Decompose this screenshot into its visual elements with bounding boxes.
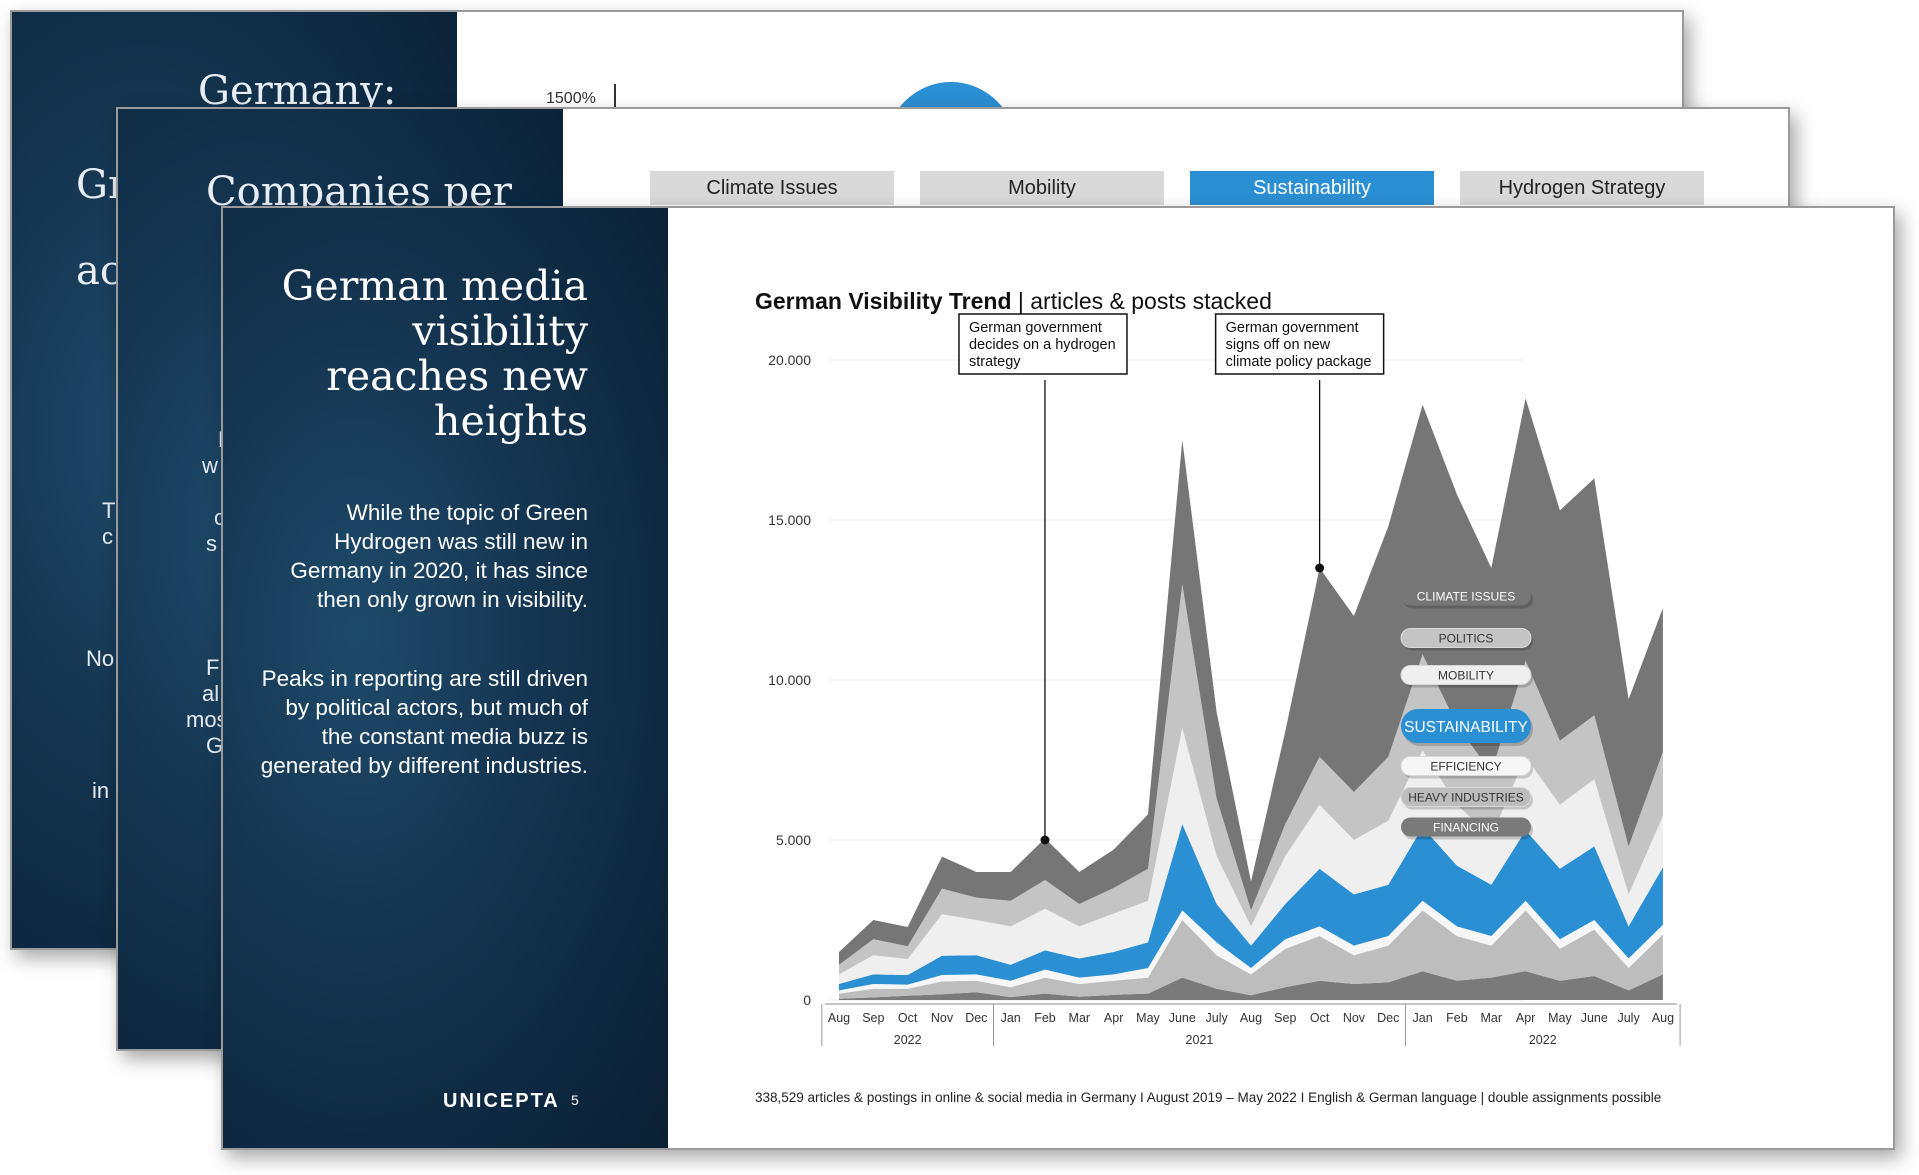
legend-label: EFFICIENCY bbox=[1430, 760, 1501, 774]
back-slide-text-2: c bbox=[102, 524, 113, 549]
area-financing bbox=[839, 971, 1663, 1000]
legend-label: SUSTAINABILITY bbox=[1404, 719, 1528, 736]
annotation-text: strategy bbox=[969, 354, 1021, 370]
x-tick-label: Apr bbox=[1104, 1011, 1123, 1025]
front-slide-paragraph-1: While the topic of Green Hydrogen was st… bbox=[290, 500, 588, 612]
chart-title: German Visibility Trend | articles & pos… bbox=[755, 288, 1272, 314]
year-label: 2022 bbox=[1529, 1033, 1557, 1047]
back-slide-text-4: in bbox=[92, 778, 110, 803]
year-label: 2021 bbox=[1186, 1033, 1214, 1047]
x-tick-label: Aug bbox=[828, 1011, 850, 1025]
annotation-dot bbox=[1040, 835, 1050, 845]
x-tick-label: Nov bbox=[931, 1011, 954, 1025]
x-tick-label: Oct bbox=[898, 1011, 918, 1025]
annotation-box bbox=[958, 313, 1128, 375]
x-tick-label: Dec bbox=[965, 1011, 987, 1025]
area-climate-issues bbox=[839, 398, 1663, 965]
y-tick-label: 20.000 bbox=[768, 352, 811, 368]
x-tick-label: Feb bbox=[1446, 1011, 1468, 1025]
chart-subtitle: articles & posts stacked bbox=[1030, 288, 1272, 314]
y-tick-label: 0 bbox=[803, 992, 811, 1008]
tab-climate-issues[interactable]: Climate Issues bbox=[650, 171, 894, 205]
front-slide: German media visibility reaches new heig… bbox=[221, 206, 1895, 1150]
annotation-text: signs off on new bbox=[1226, 337, 1331, 353]
x-tick-label: May bbox=[1136, 1011, 1160, 1025]
middle-slide-text-2: w bbox=[202, 453, 218, 478]
front-slide-panel: German media visibility reaches new heig… bbox=[223, 208, 668, 1148]
tab-sustainability[interactable]: Sustainability bbox=[1190, 171, 1434, 205]
middle-slide-text-3: c bbox=[214, 505, 225, 530]
annotation-text: German government bbox=[1226, 320, 1359, 336]
page-number: 5 bbox=[571, 1092, 579, 1108]
back-slide-title: Germany: bbox=[198, 68, 397, 114]
legend-label: MOBILITY bbox=[1438, 669, 1494, 683]
legend-label: CLIMATE ISSUES bbox=[1417, 590, 1515, 604]
tab-mobility[interactable]: Mobility bbox=[920, 171, 1164, 205]
legend-pill bbox=[1400, 787, 1532, 807]
x-tick-label: Feb bbox=[1034, 1011, 1056, 1025]
chart-footnote: 338,529 articles & postings in online & … bbox=[755, 1090, 1662, 1105]
legend-pill bbox=[1401, 709, 1531, 743]
x-tick-label: July bbox=[1206, 1011, 1229, 1025]
x-tick-label: Aug bbox=[1240, 1011, 1262, 1025]
legend-pill bbox=[1401, 817, 1531, 837]
back-slide-text-1: T bbox=[102, 498, 116, 523]
y-tick-label: 15.000 bbox=[768, 512, 811, 528]
annotation-text: climate policy package bbox=[1226, 354, 1372, 370]
x-tick-label: June bbox=[1581, 1011, 1608, 1025]
back-slide-text-3: No bbox=[86, 646, 115, 671]
area-sustainability bbox=[839, 824, 1663, 991]
annotation-text: decides on a hydrogen bbox=[969, 337, 1116, 353]
x-tick-label: Dec bbox=[1377, 1011, 1399, 1025]
x-tick-label: May bbox=[1548, 1011, 1572, 1025]
x-tick-label: Sep bbox=[862, 1011, 884, 1025]
legend-pill bbox=[1400, 756, 1532, 776]
y-tick-label: 10.000 bbox=[768, 672, 811, 688]
x-tick-label: Nov bbox=[1343, 1011, 1366, 1025]
x-tick-label: Sep bbox=[1274, 1011, 1296, 1025]
legend-pill bbox=[1400, 665, 1532, 685]
x-tick-label: Mar bbox=[1069, 1011, 1091, 1025]
legend-label: POLITICS bbox=[1439, 632, 1494, 646]
tab-hydrogen-strategy[interactable]: Hydrogen Strategy bbox=[1460, 171, 1704, 205]
front-slide-headline: German media visibility reaches new heig… bbox=[281, 262, 588, 445]
middle-slide-text-4: s bbox=[206, 531, 217, 556]
area-politics bbox=[839, 584, 1663, 975]
x-tick-label: June bbox=[1169, 1011, 1196, 1025]
area-mobility bbox=[839, 728, 1663, 984]
back-slide-axis-line bbox=[614, 84, 616, 114]
middle-slide-text-6: al bbox=[202, 681, 220, 706]
front-slide-paragraph-2: Peaks in reporting are still driven by p… bbox=[260, 666, 588, 778]
x-tick-label: Oct bbox=[1310, 1011, 1330, 1025]
annotation-dot bbox=[1315, 563, 1325, 573]
visibility-trend-chart: 0 5.000 10.000 15.000 20.000 Aug Sep Oct Nov Dec J… bbox=[768, 313, 1681, 1047]
unicepta-logo: UNICEPTA bbox=[443, 1090, 560, 1112]
middle-slide-text-5: F bbox=[206, 655, 220, 680]
x-tick-label: Apr bbox=[1516, 1011, 1535, 1025]
legend-label: HEAVY INDUSTRIES bbox=[1408, 791, 1524, 805]
back-slide-title-line3: ac bbox=[76, 248, 123, 294]
annotation-text: German government bbox=[969, 320, 1102, 336]
back-slide-axis-label: 1500% bbox=[546, 90, 596, 107]
area-efficiency bbox=[839, 900, 1663, 994]
x-tick-label: Jan bbox=[1413, 1011, 1433, 1025]
x-tick-label: Mar bbox=[1481, 1011, 1503, 1025]
annotation-box bbox=[1214, 313, 1385, 375]
middle-slide-text-8: G bbox=[206, 733, 224, 758]
middle-slide-text-7: mos bbox=[186, 707, 228, 732]
y-tick-label: 5.000 bbox=[776, 832, 811, 848]
legend-pill bbox=[1401, 586, 1531, 606]
x-tick-label: July bbox=[1617, 1011, 1640, 1025]
year-label: 2022 bbox=[894, 1033, 922, 1047]
x-tick-label: Jan bbox=[1001, 1011, 1021, 1025]
x-tick-label: Aug bbox=[1652, 1011, 1674, 1025]
area-heavy-industries bbox=[839, 910, 1663, 999]
legend-pill bbox=[1400, 628, 1532, 648]
legend-label: FINANCING bbox=[1433, 821, 1499, 835]
chart-title-main: German Visibility Trend bbox=[755, 288, 1012, 314]
